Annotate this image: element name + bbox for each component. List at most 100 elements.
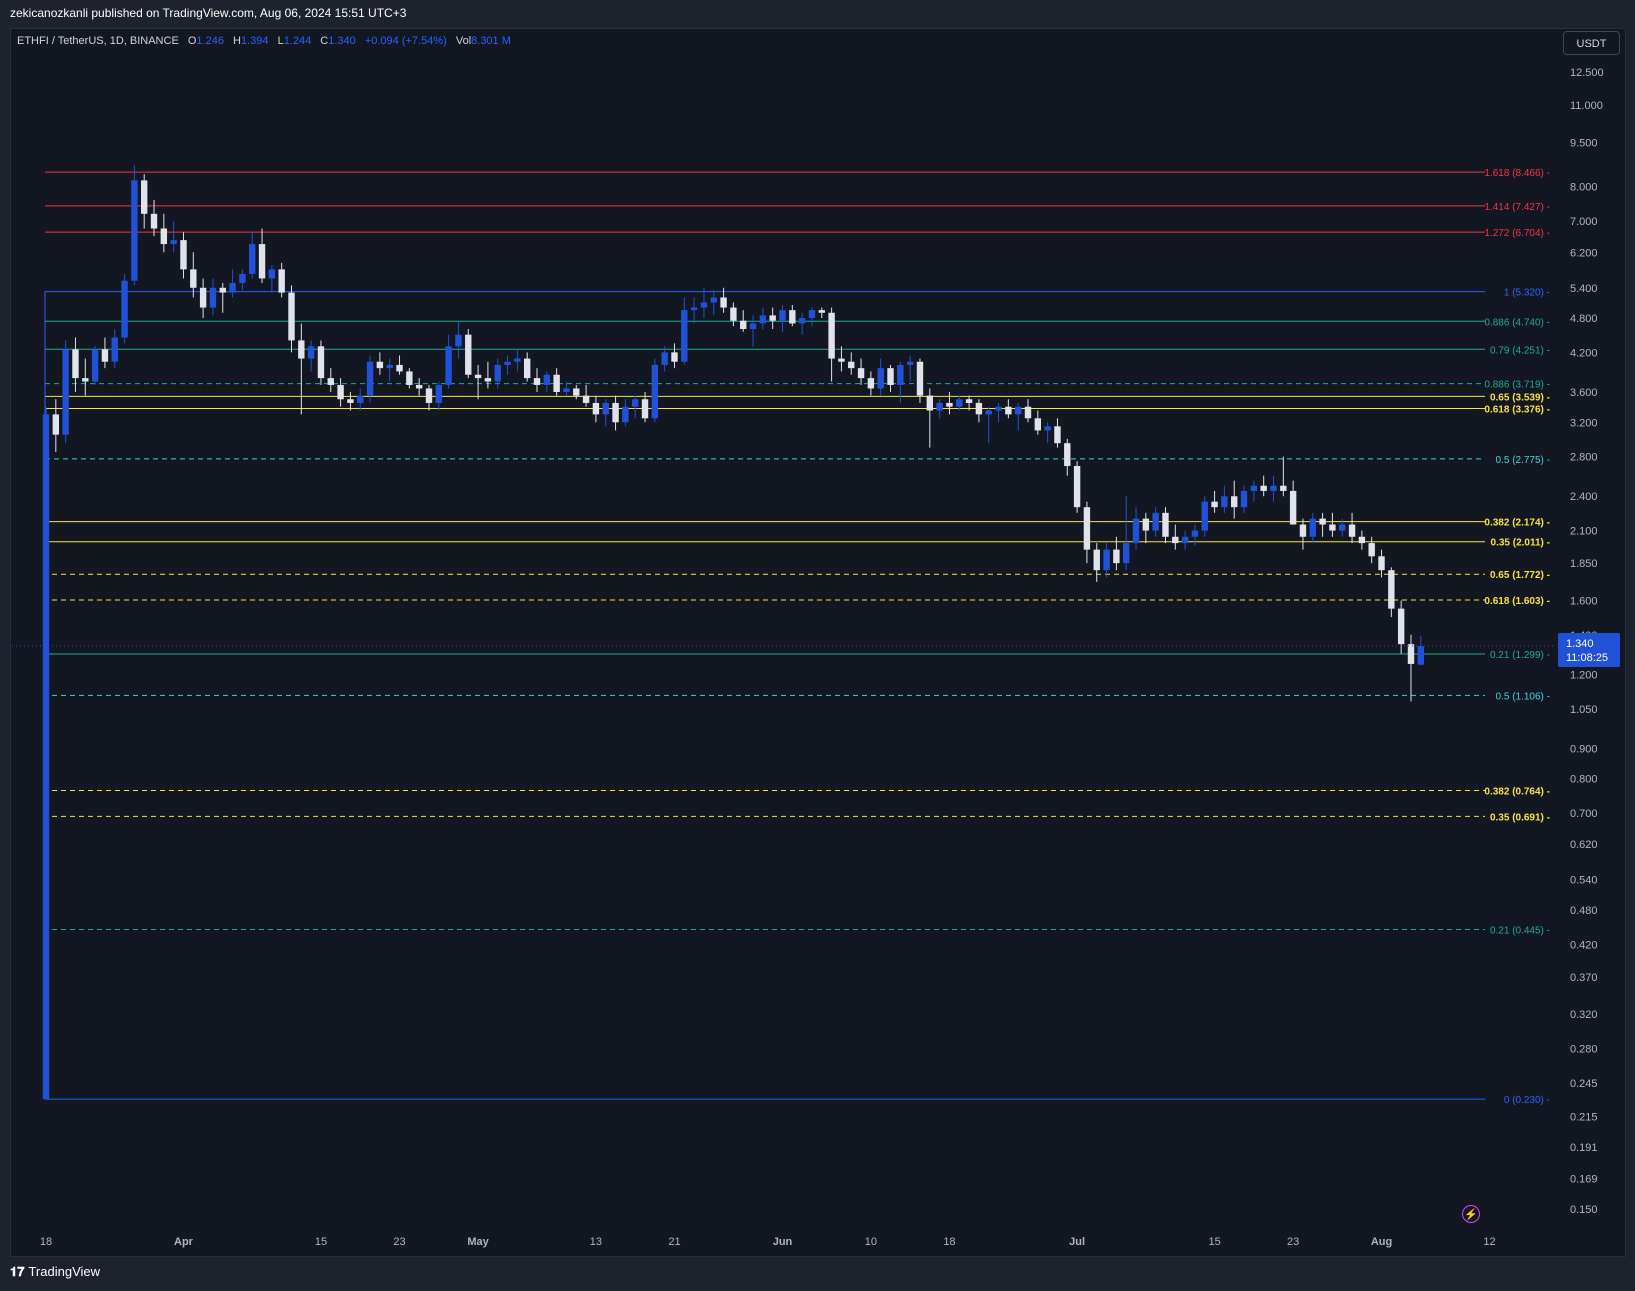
candle [1005, 399, 1012, 419]
candle-body [42, 414, 50, 1100]
candle [798, 312, 806, 335]
candle [455, 320, 462, 359]
candle-body [533, 378, 541, 385]
price-tick-label: 11.000 [1570, 100, 1603, 112]
candle-body [1172, 536, 1179, 544]
candle [1397, 600, 1405, 654]
price-tick-label: 2.400 [1570, 491, 1598, 503]
fib-label: 0.382 (2.174) - [1484, 518, 1550, 529]
candle [1044, 422, 1051, 444]
candle-body [160, 228, 168, 245]
candle-body [111, 337, 118, 362]
candle-body [1319, 518, 1326, 525]
price-tick-label: 0.900 [1570, 743, 1598, 755]
candle [1407, 634, 1415, 702]
fib-label: 0.5 (1.106) - [1496, 691, 1550, 702]
candle [553, 368, 560, 396]
candle [1221, 485, 1228, 513]
candles [42, 165, 1424, 1100]
candle-body [396, 364, 403, 372]
price-tick-label: 1.050 [1570, 704, 1598, 716]
candle-body [288, 292, 295, 341]
time-tick-label: 10 [865, 1236, 877, 1248]
candle-body [622, 406, 629, 423]
price-tick-label: 0.420 [1570, 939, 1598, 951]
candle-body [681, 310, 688, 362]
candle [1260, 475, 1267, 497]
time-tick-label: 13 [590, 1236, 602, 1248]
candle-body [916, 361, 924, 396]
time-tick-label: 23 [393, 1236, 405, 1248]
candle [494, 358, 501, 389]
candle [720, 287, 727, 313]
fib-label: 0.65 (3.539) - [1490, 392, 1550, 403]
candle [523, 352, 531, 382]
candle [838, 346, 845, 372]
candle [180, 232, 187, 279]
candle-body [975, 402, 983, 415]
candle-body [317, 346, 325, 379]
price-tick-label: 0.370 [1570, 972, 1598, 984]
candle-body [1280, 485, 1287, 491]
candle-body [1162, 512, 1169, 537]
candle [1172, 524, 1179, 550]
price-axis[interactable]: 12.500 11.000 9.500 8.000 7.000 6.200 5.400 4.8… [1570, 67, 1604, 1216]
candle [916, 358, 924, 403]
candle [1152, 507, 1159, 537]
brand-text: TradingView [28, 1264, 101, 1279]
fib-label: 0.35 (0.691) - [1490, 812, 1550, 823]
candle-body [504, 361, 511, 365]
candle [681, 297, 688, 365]
fib-levels: 1.618 (8.466) - 1.414 (7.427) - 1.272 (6.7… [44, 168, 1550, 1106]
lightning-icon[interactable]: ⚡ [1462, 1205, 1480, 1223]
price-tick-label: 1.850 [1570, 558, 1598, 570]
candle-body [278, 269, 285, 293]
candle-body [573, 388, 580, 396]
time-tick-label: Apr [174, 1236, 194, 1248]
candle-body [1368, 543, 1375, 557]
symbol-legend[interactable]: ETHFI / TetherUS, 1D, BINANCE O1.246 H1.… [17, 35, 511, 47]
candle [190, 252, 197, 298]
candle [573, 384, 580, 400]
candle [91, 346, 99, 385]
price-tick-label: 0.480 [1570, 905, 1598, 917]
candle-body [199, 287, 207, 308]
candle-body [72, 349, 79, 379]
candle [1191, 524, 1199, 546]
candle-body [170, 240, 177, 245]
candle-body [779, 310, 786, 321]
candle [690, 297, 698, 324]
chart-frame[interactable] [10, 28, 1626, 1257]
price-tick-label: 0.191 [1570, 1142, 1598, 1154]
time-tick-label: 18 [40, 1236, 52, 1248]
candle-body [52, 414, 60, 435]
candle [425, 384, 433, 411]
candle-body [877, 368, 884, 389]
currency-button[interactable]: USDT [1563, 31, 1620, 55]
last-price-value: 1.340 [1566, 638, 1594, 650]
candle-body [887, 368, 894, 385]
time-axis[interactable]: 18 Apr 15 23 May 13 21 Jun 10 18 Jul 15 23 Aug 12 [40, 1236, 1496, 1248]
candle [1299, 518, 1307, 550]
fib-label: 0 (0.230) - [1504, 1095, 1550, 1106]
candle-body [1211, 501, 1218, 508]
time-tick-label: 18 [943, 1236, 955, 1248]
volume-value: 8.301 M [471, 35, 511, 47]
price-tick-label: 2.800 [1570, 452, 1598, 464]
price-tick-label: 6.200 [1570, 247, 1598, 259]
candle [42, 406, 50, 1100]
candle-body [425, 388, 433, 403]
time-tick-label: Jul [1069, 1236, 1085, 1248]
candle [946, 392, 953, 415]
candle [1123, 496, 1130, 571]
candle [789, 304, 796, 327]
candle-body [465, 334, 472, 375]
candle [1240, 485, 1248, 513]
candle-body [985, 410, 992, 415]
candle-body [1309, 518, 1316, 537]
candle [543, 371, 551, 393]
tradingview-logo[interactable]: 𝟏𝟕 TradingView [10, 1264, 100, 1280]
price-tick-label: 2.100 [1570, 526, 1598, 538]
fib-label: 0.79 (4.251) - [1490, 345, 1550, 356]
